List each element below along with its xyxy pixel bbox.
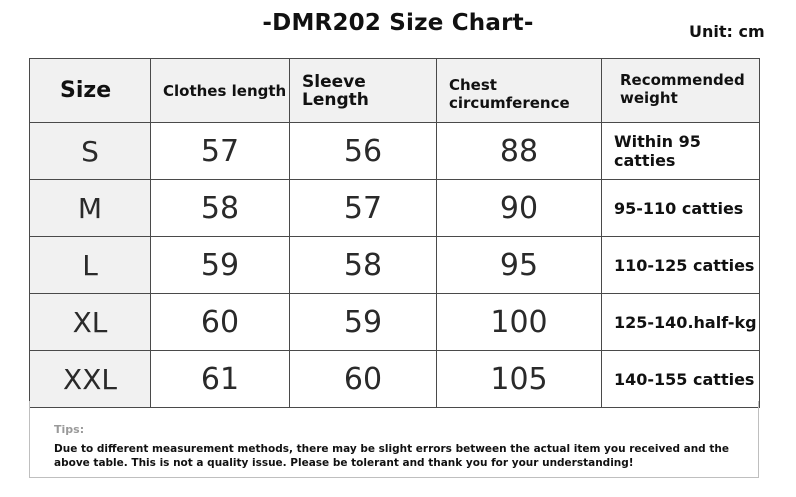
header-size: Size: [29, 58, 151, 123]
size-cell: S: [29, 122, 151, 180]
sleeve-length-cell: 57: [289, 179, 437, 237]
tips-label: Tips:: [54, 423, 85, 436]
size-cell: M: [29, 179, 151, 237]
sleeve-length-cell: 59: [289, 293, 437, 351]
clothes-length-cell: 58: [150, 179, 290, 237]
table-row: S 57 56 88 Within 95 catties: [29, 122, 760, 180]
chart-title: -DMR202 Size Chart-: [262, 10, 534, 36]
chest-cell: 88: [436, 122, 602, 180]
tips-text: Due to different measurement methods, th…: [54, 443, 729, 469]
chest-cell: 105: [436, 350, 602, 408]
size-cell: XXL: [29, 350, 151, 408]
unit-label: Unit: cm: [689, 22, 765, 41]
header-clothes-length: Clothes length: [150, 58, 290, 123]
chest-cell: 95: [436, 236, 602, 294]
size-table: Size Clothes length Sleeve Length Chest …: [29, 58, 760, 408]
size-cell: L: [29, 236, 151, 294]
sleeve-length-cell: 58: [289, 236, 437, 294]
clothes-length-cell: 60: [150, 293, 290, 351]
header-sleeve-length: Sleeve Length: [289, 58, 437, 123]
sleeve-length-cell: 60: [289, 350, 437, 408]
clothes-length-cell: 61: [150, 350, 290, 408]
weight-cell: 125-140.half-kg: [601, 293, 760, 351]
table-row: L 59 58 95 110-125 catties: [29, 236, 760, 294]
weight-cell: 110-125 catties: [601, 236, 760, 294]
clothes-length-cell: 57: [150, 122, 290, 180]
table-row: XXL 61 60 105 140-155 catties: [29, 350, 760, 408]
clothes-length-cell: 59: [150, 236, 290, 294]
table-row: XL 60 59 100 125-140.half-kg: [29, 293, 760, 351]
size-cell: XL: [29, 293, 151, 351]
header-chest-circumference: Chest circumference: [436, 58, 602, 123]
chest-cell: 100: [436, 293, 602, 351]
table-row: M 58 57 90 95-110 catties: [29, 179, 760, 237]
table-header-row: Size Clothes length Sleeve Length Chest …: [29, 58, 760, 123]
weight-cell: 140-155 catties: [601, 350, 760, 408]
tips-box: Tips: Due to different measurement metho…: [29, 401, 759, 478]
weight-cell: 95-110 catties: [601, 179, 760, 237]
sleeve-length-cell: 56: [289, 122, 437, 180]
chest-cell: 90: [436, 179, 602, 237]
header-recommended-weight: Recommended weight: [601, 58, 760, 123]
weight-cell: Within 95 catties: [601, 122, 760, 180]
